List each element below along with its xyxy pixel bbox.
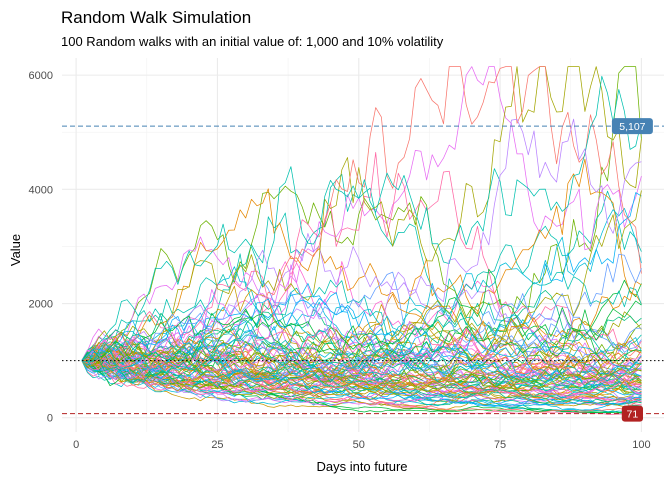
series-line: [81, 253, 642, 378]
series-line: [81, 271, 642, 392]
series-line: [81, 332, 642, 386]
x-tick-label: 0: [73, 439, 79, 451]
y-axis-title: Value: [8, 234, 23, 266]
x-tick-label: 50: [353, 439, 365, 451]
series-line: [81, 319, 642, 393]
reference-label-box: [621, 405, 643, 422]
series-line: [81, 329, 642, 393]
series-line: [81, 190, 642, 380]
reference-label-box: [611, 118, 653, 135]
series-line: [81, 338, 642, 407]
reference-label: 5,107: [619, 121, 645, 133]
chart-title: Random Walk Simulation: [61, 8, 251, 27]
series-line: [81, 316, 642, 365]
series-line: [81, 233, 642, 379]
series-line: [81, 66, 642, 361]
y-tick-label: 0: [47, 413, 53, 425]
x-tick-label: 75: [494, 439, 506, 451]
y-tick-label: 2000: [29, 299, 53, 311]
series-line: [81, 266, 642, 383]
y-tick-label: 4000: [29, 184, 53, 196]
series-line: [81, 158, 642, 367]
x-axis-title: Days into future: [316, 459, 407, 474]
reference-label: 71: [627, 409, 639, 421]
series-line: [81, 306, 642, 392]
chart-subtitle: 100 Random walks with an initial value o…: [61, 34, 444, 49]
series-line: [81, 66, 642, 374]
series-line: [81, 344, 642, 397]
series-line: [81, 152, 642, 368]
series-line: [81, 360, 642, 407]
series-line: [81, 75, 642, 361]
series-line: [81, 360, 642, 414]
x-tick-label: 25: [211, 439, 223, 451]
series-line: [81, 349, 642, 406]
series-line: [81, 313, 642, 396]
series-line: [81, 341, 642, 393]
series-line: [81, 347, 642, 403]
x-tick-label: 100: [632, 439, 650, 451]
series-line: [81, 346, 642, 392]
series-line: [81, 355, 642, 403]
reference-lines: 5,107 71: [62, 118, 664, 422]
series-line: [81, 333, 642, 399]
series-line: [81, 268, 642, 373]
series-line: [81, 320, 642, 407]
series-line: [81, 343, 642, 398]
axis-ticks: 0 25 50 75 100 0 2000 4000 6000: [29, 70, 651, 451]
series-line: [81, 328, 642, 386]
y-tick-label: 6000: [29, 70, 53, 82]
series-line: [81, 342, 642, 404]
series-line: [81, 307, 642, 399]
series-line: [81, 353, 642, 414]
series-group: [81, 66, 642, 416]
